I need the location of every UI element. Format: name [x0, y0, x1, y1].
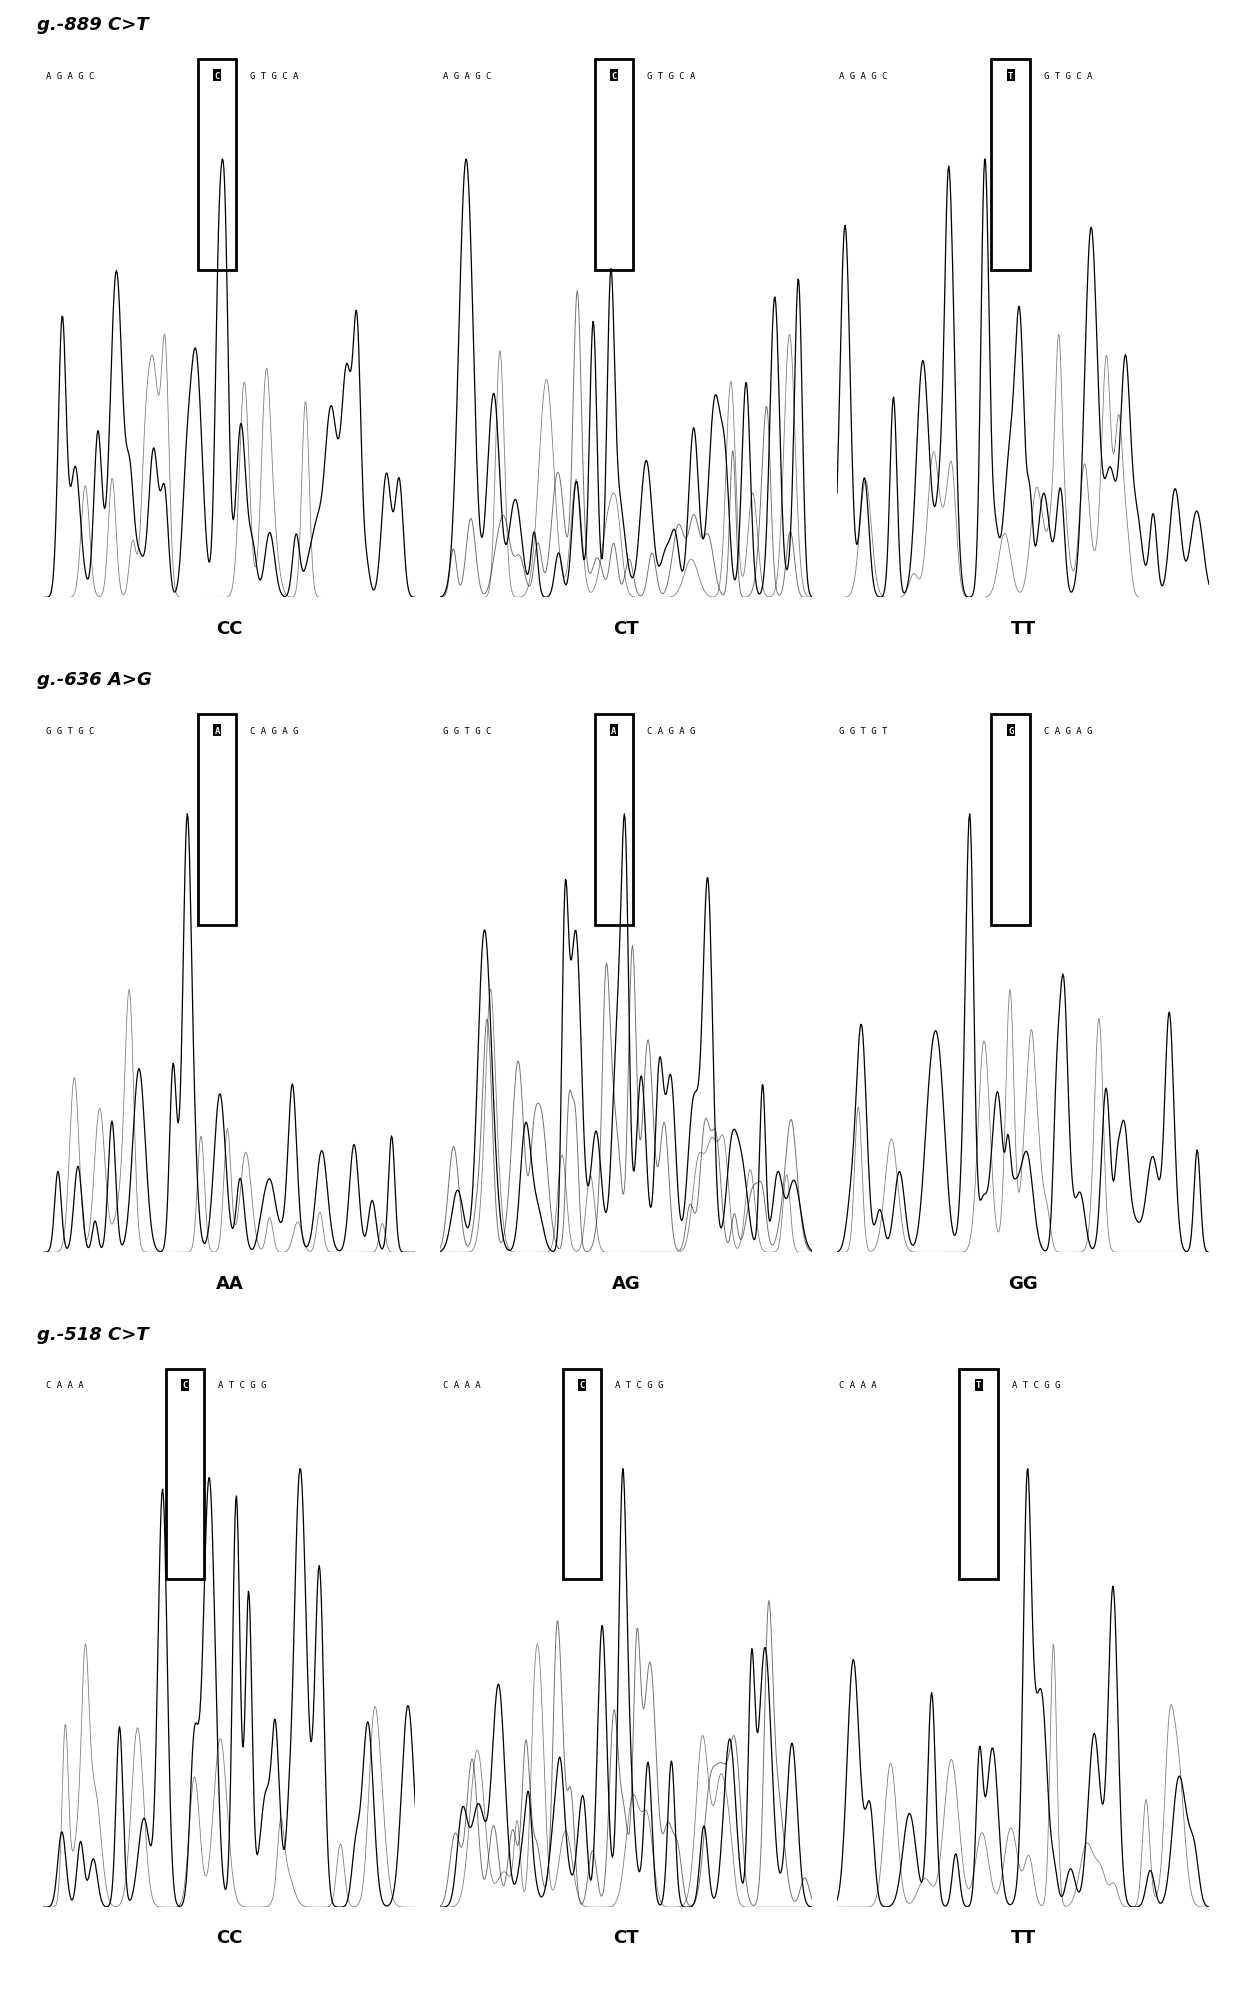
Text: G G T G C: G G T G C: [46, 727, 94, 735]
Text: C: C: [215, 73, 219, 81]
Text: C: C: [579, 1382, 584, 1390]
Text: CC: CC: [216, 620, 243, 636]
Text: G G T G T: G G T G T: [839, 727, 888, 735]
Text: G G T G C: G G T G C: [443, 727, 491, 735]
Text: G: G: [1008, 727, 1013, 735]
Text: C A G A G: C A G A G: [250, 727, 299, 735]
Text: G T G C A: G T G C A: [250, 73, 299, 81]
Text: GG: GG: [1008, 1275, 1038, 1291]
Text: G T G C A: G T G C A: [1044, 73, 1092, 81]
Text: TT: TT: [1011, 620, 1035, 636]
Text: g.-636 A>G: g.-636 A>G: [37, 671, 153, 689]
Text: TT: TT: [1011, 1929, 1035, 1946]
Text: C: C: [182, 1382, 187, 1390]
Text: T: T: [1008, 73, 1013, 81]
Text: A G A G C: A G A G C: [839, 73, 888, 81]
Text: G T G C A: G T G C A: [647, 73, 696, 81]
Text: AG: AG: [611, 1275, 641, 1291]
Text: A G A G C: A G A G C: [46, 73, 94, 81]
Text: C: C: [611, 73, 616, 81]
Text: A T C G G: A T C G G: [615, 1382, 663, 1390]
Text: g.-518 C>T: g.-518 C>T: [37, 1325, 149, 1343]
Text: C A G A G: C A G A G: [647, 727, 696, 735]
Text: AA: AA: [216, 1275, 243, 1291]
Text: A T C G G: A T C G G: [218, 1382, 267, 1390]
Text: A: A: [215, 727, 219, 735]
Text: C A G A G: C A G A G: [1044, 727, 1092, 735]
Text: CT: CT: [614, 620, 639, 636]
Text: T: T: [976, 1382, 981, 1390]
Text: A G A G C: A G A G C: [443, 73, 491, 81]
Text: C A A A: C A A A: [46, 1382, 83, 1390]
Text: CC: CC: [216, 1929, 243, 1946]
Text: A: A: [611, 727, 616, 735]
Text: A T C G G: A T C G G: [1012, 1382, 1060, 1390]
Text: C A A A: C A A A: [839, 1382, 877, 1390]
Text: C A A A: C A A A: [443, 1382, 480, 1390]
Text: CT: CT: [614, 1929, 639, 1946]
Text: g.-889 C>T: g.-889 C>T: [37, 16, 149, 34]
